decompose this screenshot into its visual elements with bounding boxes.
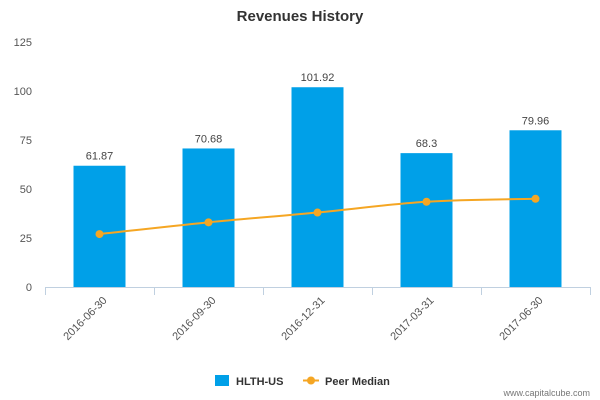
y-tick-label: 100 <box>14 86 32 98</box>
y-tick-label: 75 <box>20 135 32 147</box>
y-tick-label: 125 <box>14 37 32 49</box>
x-tick-label: 2016-12-31 <box>279 295 327 343</box>
y-tick-label: 50 <box>20 184 32 196</box>
bar-value-label: 61.87 <box>86 151 114 163</box>
x-tick-label: 2016-06-30 <box>61 295 109 343</box>
x-axis: 2016-06-30 2016-09-30 2016-12-31 2017-03-31… <box>45 287 591 343</box>
bar-hlth-us <box>509 130 562 287</box>
y-axis: 0 25 50 75 100 125 <box>14 37 32 294</box>
watermark: www.capitalcube.com <box>502 388 590 398</box>
bar-hlth-us <box>182 148 235 287</box>
y-tick-label: 0 <box>26 282 32 294</box>
bar-data-labels: 61.87 70.68 101.92 68.3 79.96 <box>86 72 550 162</box>
x-tick-label: 2017-06-30 <box>497 295 545 343</box>
peer-median-point <box>95 230 104 239</box>
chart-title: Revenues History <box>237 8 364 25</box>
peer-median-point <box>531 194 540 203</box>
bar-value-label: 68.3 <box>416 138 437 150</box>
legend-swatch-hlth-us <box>215 375 229 386</box>
legend-label-peer-median: Peer Median <box>325 376 390 388</box>
x-tick-label: 2016-09-30 <box>170 295 218 343</box>
line-series-peer-median <box>95 194 540 239</box>
bar-hlth-us <box>291 87 344 287</box>
bar-hlth-us <box>73 165 126 287</box>
bar-series-hlth-us <box>73 87 562 287</box>
bar-hlth-us <box>400 153 453 287</box>
legend-marker-peer-median <box>307 376 315 385</box>
legend-label-hlth-us: HLTH-US <box>236 376 283 388</box>
bar-value-label: 70.68 <box>195 133 223 145</box>
peer-median-point <box>313 208 322 217</box>
bar-value-label: 101.92 <box>301 72 335 84</box>
peer-median-point <box>204 218 213 227</box>
legend: HLTH-US Peer Median <box>215 375 390 388</box>
x-tick-label: 2017-03-31 <box>388 295 436 343</box>
y-tick-label: 25 <box>20 233 32 245</box>
bar-value-label: 79.96 <box>522 115 550 127</box>
peer-median-point <box>422 197 431 206</box>
